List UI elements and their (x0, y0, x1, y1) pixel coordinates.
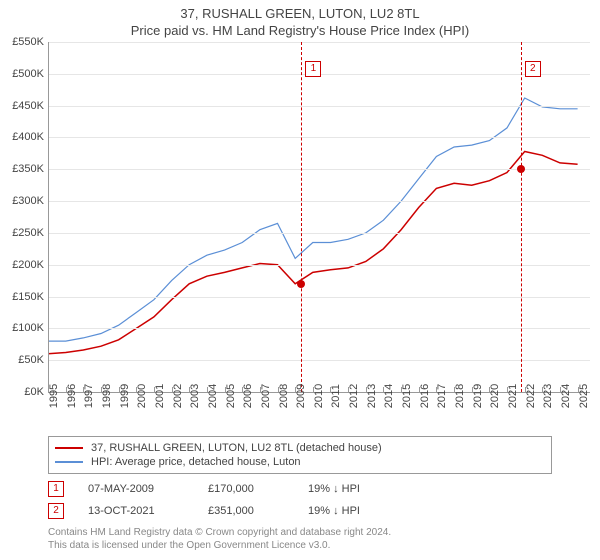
y-tick-label: £550K (12, 36, 44, 48)
x-tick-label: 2016 (419, 384, 431, 408)
sale-date: 07-MAY-2009 (88, 483, 208, 495)
x-tick-label: 2005 (225, 384, 237, 408)
x-tick-label: 2009 (295, 384, 307, 408)
legend-item: HPI: Average price, detached house, Luto… (55, 455, 545, 469)
gridline (48, 201, 590, 202)
chart-plot-area: £0K£50K£100K£150K£200K£250K£300K£350K£40… (48, 42, 590, 392)
x-tick-label: 1995 (48, 384, 60, 408)
marker-vline (521, 42, 522, 392)
x-tick-label: 2010 (313, 384, 325, 408)
marker-vline (301, 42, 302, 392)
gridline (48, 137, 590, 138)
x-tick-label: 2001 (154, 384, 166, 408)
y-tick-label: £500K (12, 68, 44, 80)
legend-item: 37, RUSHALL GREEN, LUTON, LU2 8TL (detac… (55, 441, 545, 455)
x-tick-label: 2019 (472, 384, 484, 408)
x-tick-label: 2000 (136, 384, 148, 408)
x-tick-label: 2025 (578, 384, 590, 408)
x-tick-label: 2022 (525, 384, 537, 408)
chart-container: 37, RUSHALL GREEN, LUTON, LU2 8TL Price … (0, 0, 600, 560)
gridline (48, 106, 590, 107)
sale-row: 1 07-MAY-2009£170,00019% ↓ HPI (48, 478, 552, 500)
y-tick-label: £250K (12, 227, 44, 239)
marker-dot (517, 165, 525, 173)
legend-swatch (55, 461, 83, 463)
footer-attribution: Contains HM Land Registry data © Crown c… (48, 526, 552, 552)
x-tick-label: 2017 (436, 384, 448, 408)
x-tick-label: 2008 (278, 384, 290, 408)
x-tick-label: 2007 (260, 384, 272, 408)
y-tick-label: £0K (24, 386, 44, 398)
x-tick-label: 2024 (560, 384, 572, 408)
y-tick-label: £200K (12, 259, 44, 271)
gridline (48, 360, 590, 361)
legend-label: 37, RUSHALL GREEN, LUTON, LU2 8TL (detac… (91, 442, 382, 454)
x-tick-label: 2013 (366, 384, 378, 408)
y-tick-label: £350K (12, 163, 44, 175)
marker-index-box: 1 (305, 61, 321, 77)
y-tick-label: £150K (12, 291, 44, 303)
x-tick-label: 1996 (66, 384, 78, 408)
series-line (48, 98, 578, 341)
footer-line-2: This data is licensed under the Open Gov… (48, 539, 552, 552)
x-tick-label: 2004 (207, 384, 219, 408)
gridline (48, 42, 590, 43)
y-tick-label: £450K (12, 100, 44, 112)
gridline (48, 297, 590, 298)
x-axis-labels: 1995199619971998199920002001200220032004… (48, 392, 590, 432)
marker-dot (297, 280, 305, 288)
legend-swatch (55, 447, 83, 449)
sale-price: £351,000 (208, 505, 308, 517)
chart-title-address: 37, RUSHALL GREEN, LUTON, LU2 8TL (0, 0, 600, 21)
sale-index-box: 2 (48, 503, 64, 519)
gridline (48, 169, 590, 170)
x-tick-label: 2015 (401, 384, 413, 408)
gridline (48, 233, 590, 234)
x-tick-label: 2006 (242, 384, 254, 408)
y-tick-label: £400K (12, 131, 44, 143)
chart-subtitle: Price paid vs. HM Land Registry's House … (0, 21, 600, 42)
y-tick-label: £300K (12, 195, 44, 207)
footer-line-1: Contains HM Land Registry data © Crown c… (48, 526, 552, 539)
x-tick-label: 2011 (330, 384, 342, 408)
x-tick-label: 2003 (189, 384, 201, 408)
sale-hpi: 19% ↓ HPI (308, 505, 408, 517)
gridline (48, 265, 590, 266)
sale-price: £170,000 (208, 483, 308, 495)
sale-row: 2 13-OCT-2021£351,00019% ↓ HPI (48, 500, 552, 522)
sale-date: 13-OCT-2021 (88, 505, 208, 517)
sale-hpi: 19% ↓ HPI (308, 483, 408, 495)
x-tick-label: 1997 (83, 384, 95, 408)
gridline (48, 328, 590, 329)
series-line (48, 152, 578, 354)
x-tick-label: 2014 (383, 384, 395, 408)
x-tick-label: 2012 (348, 384, 360, 408)
legend-box: 37, RUSHALL GREEN, LUTON, LU2 8TL (detac… (48, 436, 552, 474)
x-tick-label: 2023 (542, 384, 554, 408)
y-axis-line (48, 42, 49, 392)
x-tick-label: 1999 (119, 384, 131, 408)
x-tick-label: 2018 (454, 384, 466, 408)
sale-index-box: 1 (48, 481, 64, 497)
marker-index-box: 2 (525, 61, 541, 77)
x-tick-label: 1998 (101, 384, 113, 408)
x-tick-label: 2020 (489, 384, 501, 408)
x-tick-label: 2021 (507, 384, 519, 408)
y-tick-label: £50K (18, 354, 44, 366)
chart-lines-svg (48, 42, 590, 392)
legend-label: HPI: Average price, detached house, Luto… (91, 456, 301, 468)
y-tick-label: £100K (12, 322, 44, 334)
sales-table: 1 07-MAY-2009£170,00019% ↓ HPI 2 13-OCT-202… (48, 478, 552, 522)
x-tick-label: 2002 (172, 384, 184, 408)
